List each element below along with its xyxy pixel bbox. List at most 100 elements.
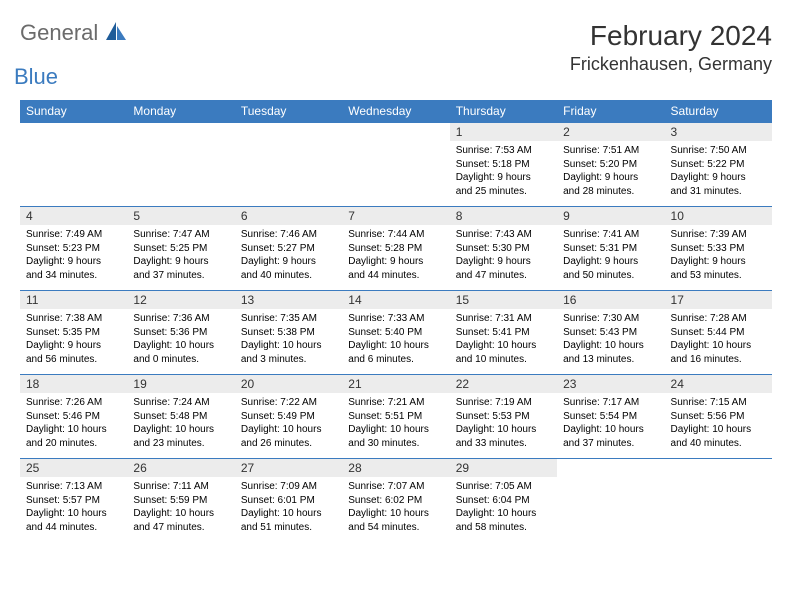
- calendar-day-cell: 26Sunrise: 7:11 AMSunset: 5:59 PMDayligh…: [127, 459, 234, 543]
- sunrise-text: Sunrise: 7:21 AM: [348, 396, 443, 410]
- daylight-line1: Daylight: 10 hours: [456, 507, 551, 521]
- day-info: Sunrise: 7:44 AMSunset: 5:28 PMDaylight:…: [342, 225, 449, 286]
- sunrise-text: Sunrise: 7:36 AM: [133, 312, 228, 326]
- sunset-text: Sunset: 5:30 PM: [456, 242, 551, 256]
- daylight-line2: and 54 minutes.: [348, 521, 443, 535]
- daylight-line1: Daylight: 10 hours: [241, 423, 336, 437]
- sunrise-text: Sunrise: 7:50 AM: [671, 144, 766, 158]
- sunset-text: Sunset: 5:40 PM: [348, 326, 443, 340]
- day-info: Sunrise: 7:09 AMSunset: 6:01 PMDaylight:…: [235, 477, 342, 538]
- sunrise-text: Sunrise: 7:47 AM: [133, 228, 228, 242]
- calendar-day-cell: 2Sunrise: 7:51 AMSunset: 5:20 PMDaylight…: [557, 123, 664, 207]
- brand-logo: General Blue: [20, 20, 126, 90]
- daylight-line1: Daylight: 10 hours: [563, 339, 658, 353]
- day-info: Sunrise: 7:28 AMSunset: 5:44 PMDaylight:…: [665, 309, 772, 370]
- day-info: Sunrise: 7:07 AMSunset: 6:02 PMDaylight:…: [342, 477, 449, 538]
- daylight-line1: Daylight: 10 hours: [456, 423, 551, 437]
- sunset-text: Sunset: 5:46 PM: [26, 410, 121, 424]
- daylight-line1: Daylight: 9 hours: [456, 171, 551, 185]
- day-info: Sunrise: 7:53 AMSunset: 5:18 PMDaylight:…: [450, 141, 557, 202]
- daylight-line2: and 6 minutes.: [348, 353, 443, 367]
- calendar-day-cell: 28Sunrise: 7:07 AMSunset: 6:02 PMDayligh…: [342, 459, 449, 543]
- daylight-line2: and 56 minutes.: [26, 353, 121, 367]
- day-number: 22: [450, 375, 557, 393]
- daylight-line2: and 26 minutes.: [241, 437, 336, 451]
- sunrise-text: Sunrise: 7:41 AM: [563, 228, 658, 242]
- daylight-line1: Daylight: 10 hours: [241, 507, 336, 521]
- day-number: 10: [665, 207, 772, 225]
- weekday-header-row: SundayMondayTuesdayWednesdayThursdayFrid…: [20, 100, 772, 123]
- day-number: 19: [127, 375, 234, 393]
- sunset-text: Sunset: 6:01 PM: [241, 494, 336, 508]
- daylight-line1: Daylight: 10 hours: [26, 507, 121, 521]
- sunrise-text: Sunrise: 7:15 AM: [671, 396, 766, 410]
- daylight-line1: Daylight: 10 hours: [671, 423, 766, 437]
- sunset-text: Sunset: 5:51 PM: [348, 410, 443, 424]
- sunrise-text: Sunrise: 7:19 AM: [456, 396, 551, 410]
- calendar-day-cell: 8Sunrise: 7:43 AMSunset: 5:30 PMDaylight…: [450, 207, 557, 291]
- day-number: 15: [450, 291, 557, 309]
- day-info: Sunrise: 7:19 AMSunset: 5:53 PMDaylight:…: [450, 393, 557, 454]
- calendar-day-cell: 4Sunrise: 7:49 AMSunset: 5:23 PMDaylight…: [20, 207, 127, 291]
- sunset-text: Sunset: 5:33 PM: [671, 242, 766, 256]
- sunset-text: Sunset: 5:22 PM: [671, 158, 766, 172]
- day-number: 1: [450, 123, 557, 141]
- sail-icon: [106, 22, 126, 40]
- daylight-line2: and 44 minutes.: [26, 521, 121, 535]
- daylight-line1: Daylight: 9 hours: [563, 171, 658, 185]
- title-block: February 2024 Frickenhausen, Germany: [570, 20, 772, 75]
- day-number: 27: [235, 459, 342, 477]
- calendar-empty-cell: [20, 123, 127, 207]
- daylight-line1: Daylight: 9 hours: [133, 255, 228, 269]
- sunrise-text: Sunrise: 7:24 AM: [133, 396, 228, 410]
- day-number: 2: [557, 123, 664, 141]
- day-number: 23: [557, 375, 664, 393]
- calendar-week-row: 4Sunrise: 7:49 AMSunset: 5:23 PMDaylight…: [20, 207, 772, 291]
- calendar-empty-cell: [235, 123, 342, 207]
- calendar-day-cell: 9Sunrise: 7:41 AMSunset: 5:31 PMDaylight…: [557, 207, 664, 291]
- day-number: 4: [20, 207, 127, 225]
- calendar-day-cell: 17Sunrise: 7:28 AMSunset: 5:44 PMDayligh…: [665, 291, 772, 375]
- day-number: 25: [20, 459, 127, 477]
- sunrise-text: Sunrise: 7:35 AM: [241, 312, 336, 326]
- calendar-empty-cell: [342, 123, 449, 207]
- daylight-line1: Daylight: 9 hours: [671, 255, 766, 269]
- sunset-text: Sunset: 5:48 PM: [133, 410, 228, 424]
- day-info: Sunrise: 7:39 AMSunset: 5:33 PMDaylight:…: [665, 225, 772, 286]
- day-number: 6: [235, 207, 342, 225]
- weekday-header: Thursday: [450, 100, 557, 123]
- daylight-line1: Daylight: 9 hours: [456, 255, 551, 269]
- daylight-line2: and 23 minutes.: [133, 437, 228, 451]
- calendar-empty-cell: [665, 459, 772, 543]
- month-title: February 2024: [570, 20, 772, 52]
- daylight-line1: Daylight: 10 hours: [348, 507, 443, 521]
- calendar-body: 1Sunrise: 7:53 AMSunset: 5:18 PMDaylight…: [20, 123, 772, 543]
- sunrise-text: Sunrise: 7:26 AM: [26, 396, 121, 410]
- weekday-header: Tuesday: [235, 100, 342, 123]
- daylight-line1: Daylight: 9 hours: [26, 339, 121, 353]
- sunrise-text: Sunrise: 7:31 AM: [456, 312, 551, 326]
- calendar-day-cell: 16Sunrise: 7:30 AMSunset: 5:43 PMDayligh…: [557, 291, 664, 375]
- sunset-text: Sunset: 5:43 PM: [563, 326, 658, 340]
- day-number: 13: [235, 291, 342, 309]
- calendar-day-cell: 25Sunrise: 7:13 AMSunset: 5:57 PMDayligh…: [20, 459, 127, 543]
- day-info: Sunrise: 7:17 AMSunset: 5:54 PMDaylight:…: [557, 393, 664, 454]
- sunrise-text: Sunrise: 7:30 AM: [563, 312, 658, 326]
- day-info: Sunrise: 7:05 AMSunset: 6:04 PMDaylight:…: [450, 477, 557, 538]
- brand-part1: General: [20, 20, 98, 45]
- daylight-line1: Daylight: 9 hours: [26, 255, 121, 269]
- sunrise-text: Sunrise: 7:05 AM: [456, 480, 551, 494]
- sunrise-text: Sunrise: 7:33 AM: [348, 312, 443, 326]
- day-info: Sunrise: 7:13 AMSunset: 5:57 PMDaylight:…: [20, 477, 127, 538]
- sunset-text: Sunset: 5:44 PM: [671, 326, 766, 340]
- daylight-line2: and 33 minutes.: [456, 437, 551, 451]
- calendar-day-cell: 1Sunrise: 7:53 AMSunset: 5:18 PMDaylight…: [450, 123, 557, 207]
- calendar-empty-cell: [127, 123, 234, 207]
- daylight-line2: and 16 minutes.: [671, 353, 766, 367]
- sunset-text: Sunset: 5:31 PM: [563, 242, 658, 256]
- day-info: Sunrise: 7:21 AMSunset: 5:51 PMDaylight:…: [342, 393, 449, 454]
- daylight-line2: and 3 minutes.: [241, 353, 336, 367]
- day-number: 18: [20, 375, 127, 393]
- daylight-line2: and 47 minutes.: [133, 521, 228, 535]
- daylight-line1: Daylight: 10 hours: [348, 339, 443, 353]
